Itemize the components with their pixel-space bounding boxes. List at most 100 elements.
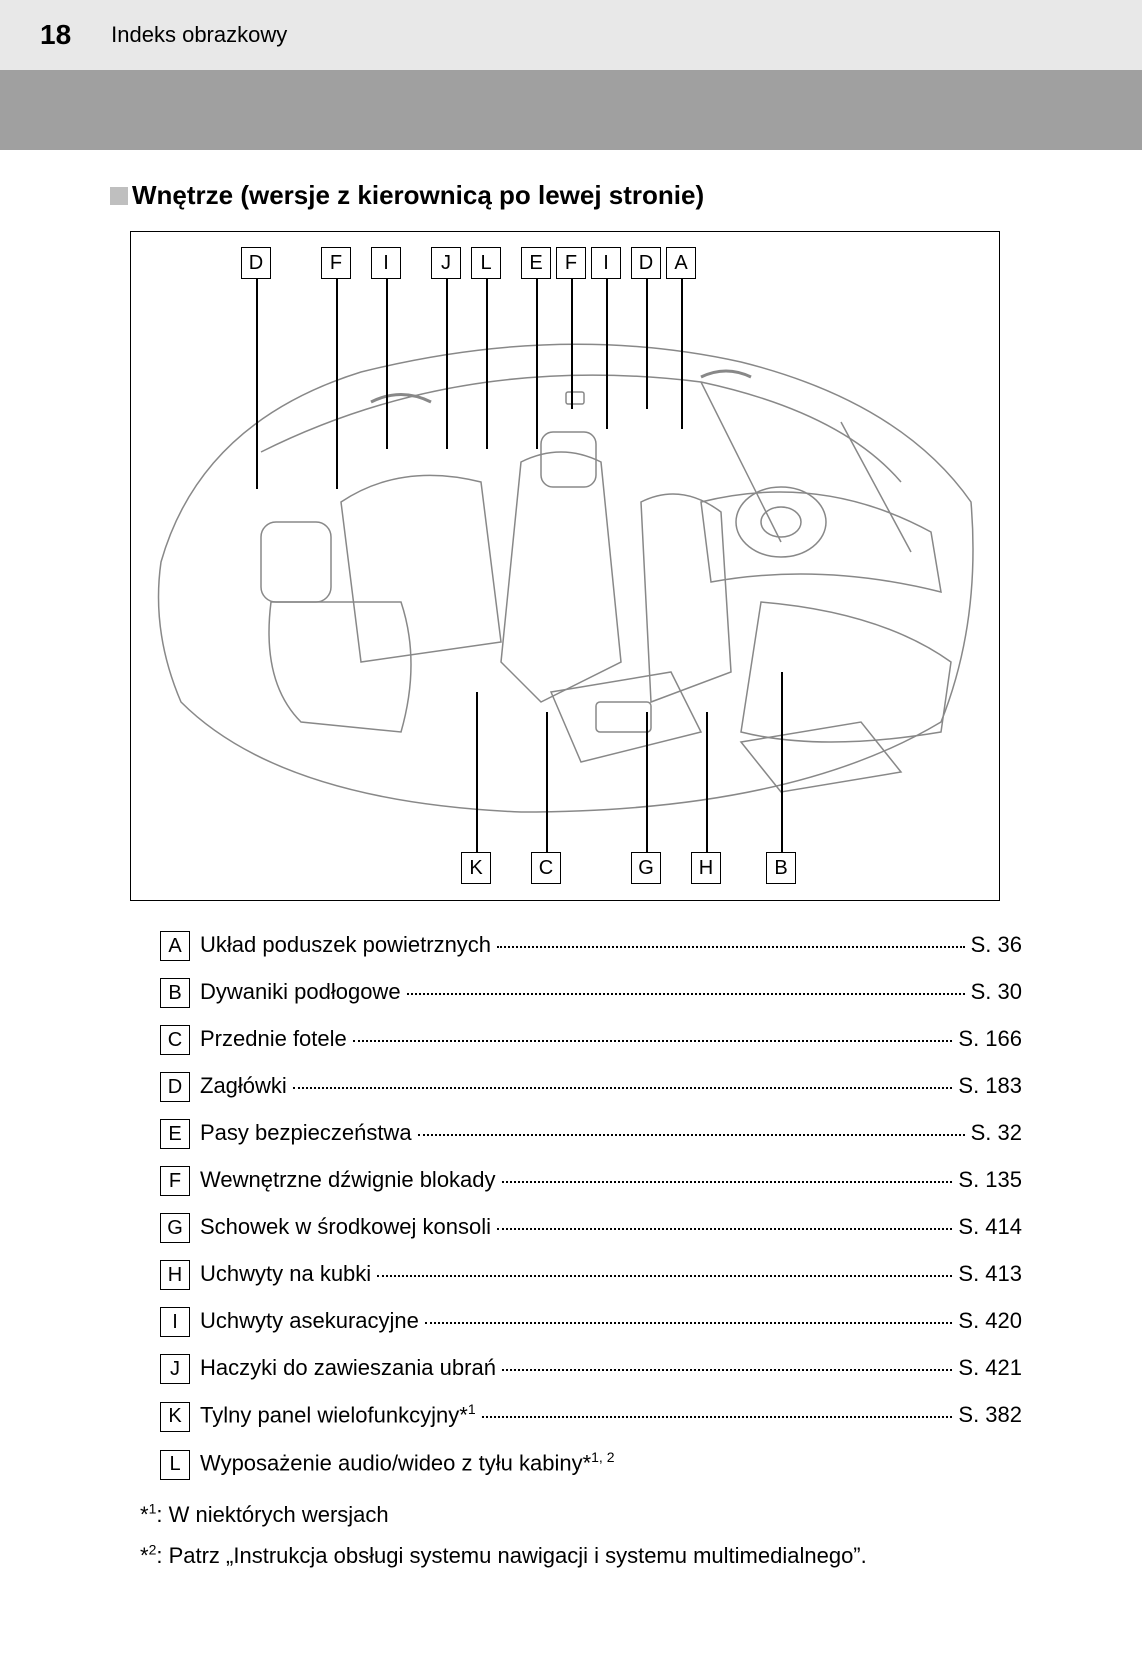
index-row: EPasy bezpieczeństwaS. 32	[160, 1119, 1022, 1149]
dot-leader	[502, 1369, 952, 1371]
index-page-ref: S. 414	[958, 1214, 1022, 1240]
index-row: C Przednie fotele S. 166	[160, 1025, 1022, 1055]
footnote: *1: W niektórych wersjach	[140, 1497, 1022, 1532]
index-label: Uchwyty asekuracyjne	[200, 1308, 419, 1334]
section-marker-icon	[110, 187, 128, 205]
callout-box-C: C	[531, 852, 561, 884]
footnote: *2: Patrz „Instrukcja obsługi systemu na…	[140, 1538, 1022, 1573]
leader-line	[486, 279, 488, 449]
index-row: KTylny panel wielofunkcyjny*1S. 382	[160, 1401, 1022, 1432]
section-title: Wnętrze (wersje z kierownicą po lewej st…	[132, 180, 704, 211]
callout-box-L: L	[471, 247, 501, 279]
index-label: Przednie fotele	[200, 1026, 347, 1052]
index-letter-box: C	[160, 1025, 190, 1055]
index-page-ref: S. 421	[958, 1355, 1022, 1381]
callout-box-E: E	[521, 247, 551, 279]
page-header: 18 Indeks obrazkowy	[0, 0, 1142, 70]
index-label: Dywaniki podłogowe	[200, 979, 401, 1005]
leader-line	[546, 712, 548, 852]
page-number: 18	[40, 19, 71, 51]
index-page-ref: S. 32	[971, 1120, 1022, 1146]
grey-strip	[0, 70, 1142, 150]
index-page-ref: S. 30	[971, 979, 1022, 1005]
callout-box-G: G	[631, 852, 661, 884]
index-page-ref: S. 183	[958, 1073, 1022, 1099]
leader-line	[606, 279, 608, 429]
index-page-ref: S. 413	[958, 1261, 1022, 1287]
dot-leader	[407, 993, 965, 995]
index-letter-box: A	[160, 931, 190, 961]
index-label: Wyposażenie audio/wideo z tyłu kabiny*1,…	[200, 1449, 615, 1476]
leader-line	[386, 279, 388, 449]
callout-box-H: H	[691, 852, 721, 884]
index-label: Schowek w środkowej konsoli	[200, 1214, 491, 1240]
leader-line	[571, 279, 573, 409]
callout-box-D: D	[631, 247, 661, 279]
index-row: H Uchwyty na kubki S. 413	[160, 1260, 1022, 1290]
index-letter-box: J	[160, 1354, 190, 1384]
index-row: FWewnętrzne dźwignie blokadyS. 135	[160, 1166, 1022, 1196]
leader-line	[681, 279, 683, 429]
index-letter-box: D	[160, 1072, 190, 1102]
leader-line	[336, 279, 338, 489]
leader-line	[781, 672, 783, 852]
callout-box-F: F	[556, 247, 586, 279]
callout-box-B: B	[766, 852, 796, 884]
index-row: G Schowek w środkowej konsoli S. 414	[160, 1213, 1022, 1243]
footnote-text: : Patrz „Instrukcja obsługi systemu nawi…	[156, 1543, 866, 1568]
index-label: Haczyki do zawieszania ubrań	[200, 1355, 496, 1381]
index-list: A Układ poduszek powietrznych S. 36 B Dywani…	[160, 931, 1022, 1480]
dot-leader	[425, 1322, 953, 1324]
dot-leader	[502, 1181, 953, 1183]
index-row: J Haczyki do zawieszania ubrań S. 421	[160, 1354, 1022, 1384]
index-page-ref: S. 420	[958, 1308, 1022, 1334]
index-row: L Wyposażenie audio/wideo z tyłu kabiny*1…	[160, 1449, 1022, 1480]
index-letter-box: H	[160, 1260, 190, 1290]
leader-line	[446, 279, 448, 449]
leader-line	[536, 279, 538, 449]
index-page-ref: S. 382	[958, 1402, 1022, 1428]
index-page-ref: S. 36	[971, 932, 1022, 958]
index-letter-box: I	[160, 1307, 190, 1337]
footnote-marker: *	[140, 1502, 149, 1527]
figure-frame: DFIJLEFIDAKCGHB	[130, 231, 1000, 901]
callout-box-A: A	[666, 247, 696, 279]
index-label: Układ poduszek powietrznych	[200, 932, 491, 958]
leader-line	[476, 692, 478, 852]
header-title: Indeks obrazkowy	[111, 22, 287, 48]
car-interior-illustration	[141, 302, 991, 832]
page: 18 Indeks obrazkowy Wnętrze (wersje z ki…	[0, 0, 1142, 1654]
index-letter-box: L	[160, 1450, 190, 1480]
index-page-ref: S. 135	[958, 1167, 1022, 1193]
footnote-marker: *	[140, 1543, 149, 1568]
footnotes: *1: W niektórych wersjach *2: Patrz „Inst…	[140, 1497, 1022, 1573]
index-row: A Układ poduszek powietrznych S. 36	[160, 931, 1022, 961]
leader-line	[646, 279, 648, 409]
section-title-row: Wnętrze (wersje z kierownicą po lewej st…	[110, 180, 1062, 211]
callout-box-K: K	[461, 852, 491, 884]
index-sup: 1	[468, 1401, 476, 1417]
content-area: Wnętrze (wersje z kierownicą po lewej st…	[0, 150, 1142, 1573]
index-letter-box: E	[160, 1119, 190, 1149]
leader-line	[256, 279, 258, 489]
index-letter-box: F	[160, 1166, 190, 1196]
leader-line	[646, 712, 648, 852]
index-letter-box: B	[160, 978, 190, 1008]
index-label: Uchwyty na kubki	[200, 1261, 371, 1287]
index-sup: 1, 2	[591, 1449, 614, 1465]
dot-leader	[497, 1228, 952, 1230]
dot-leader	[293, 1087, 953, 1089]
callout-box-D: D	[241, 247, 271, 279]
callout-box-I: I	[371, 247, 401, 279]
index-label: Tylny panel wielofunkcyjny*1	[200, 1401, 476, 1428]
index-letter-box: G	[160, 1213, 190, 1243]
callout-box-F: F	[321, 247, 351, 279]
dot-leader	[497, 946, 965, 948]
callout-box-J: J	[431, 247, 461, 279]
index-page-ref: S. 166	[958, 1026, 1022, 1052]
leader-line	[706, 712, 708, 852]
callout-box-I: I	[591, 247, 621, 279]
footnote-text: : W niektórych wersjach	[156, 1502, 388, 1527]
index-label: Zagłówki	[200, 1073, 287, 1099]
dot-leader	[418, 1134, 965, 1136]
